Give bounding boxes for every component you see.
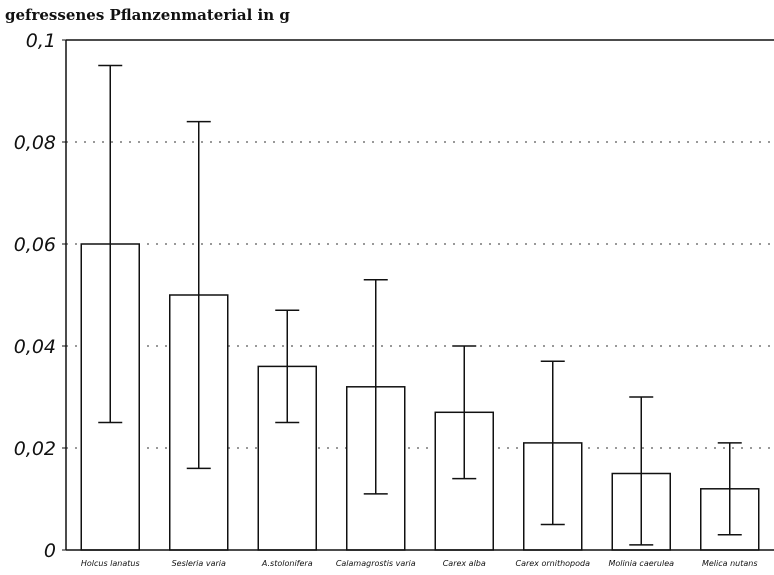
x-tick-label: Holcus lanatus	[81, 559, 140, 568]
bars	[80, 243, 760, 551]
y-tick-labels: 0 0,02 0,04 0,06 0,08 0,1	[14, 30, 56, 562]
y-tick-label: 0,08	[14, 132, 56, 154]
y-tick-label: 0,1	[26, 30, 56, 52]
x-tick-label: Melica nutans	[702, 559, 758, 568]
x-tick-label: Sesleria varia	[172, 559, 226, 568]
x-tick-label: Calamagrostis varia	[336, 559, 416, 568]
y-tick-label: 0,02	[14, 438, 56, 460]
x-tick-label: A.stolonifera	[261, 559, 313, 568]
x-tick-labels: Holcus lanatus Sesleria varia A.stolonifer…	[81, 559, 758, 568]
error-bars	[98, 64, 742, 546]
y-tick-label: 0,04	[14, 336, 56, 358]
y-axis-title: gefressenes Pflanzenmaterial in g	[5, 6, 290, 24]
x-tick-label: Carex alba	[443, 559, 486, 568]
x-tick-label: Molinia caerulea	[608, 559, 674, 568]
y-tick-label: 0	[44, 540, 56, 562]
x-tick-label: Carex ornithopoda	[515, 559, 590, 568]
y-tick-label: 0,06	[14, 234, 56, 256]
